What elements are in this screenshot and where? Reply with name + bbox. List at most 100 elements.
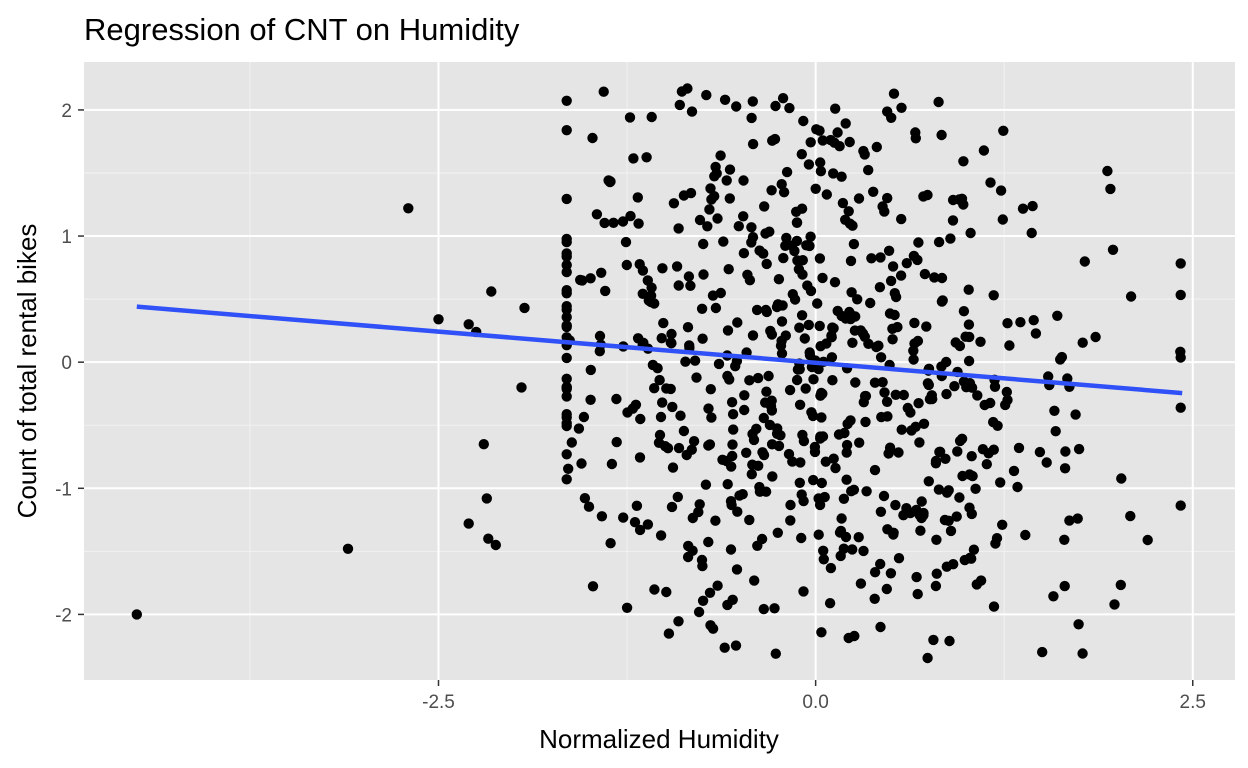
data-point: [796, 532, 807, 544]
data-point: [478, 439, 489, 450]
data-point: [704, 587, 716, 598]
data-point: [635, 413, 646, 425]
data-point: [794, 399, 806, 410]
data-point: [817, 272, 828, 284]
data-point: [769, 133, 781, 145]
data-point: [985, 177, 996, 188]
data-point: [1115, 579, 1127, 591]
data-point: [575, 274, 586, 286]
data-point: [561, 251, 572, 262]
data-point: [827, 375, 838, 386]
data-point: [943, 485, 954, 496]
data-point: [909, 317, 920, 329]
data-point: [744, 275, 756, 286]
data-point: [933, 96, 944, 108]
data-point: [691, 372, 702, 383]
data-point: [1037, 646, 1048, 658]
x-axis-title: Normalized Humidity: [539, 724, 779, 754]
data-point: [744, 514, 755, 526]
data-point: [655, 411, 667, 423]
data-point: [939, 514, 951, 526]
data-point: [767, 471, 778, 482]
data-point: [1105, 183, 1116, 195]
data-point: [875, 621, 886, 633]
data-point: [727, 409, 739, 420]
data-point: [596, 267, 607, 278]
data-point: [630, 399, 642, 410]
data-point: [727, 450, 738, 462]
data-point: [871, 141, 882, 153]
data-point: [1041, 457, 1052, 468]
data-point: [741, 447, 752, 458]
data-point: [949, 381, 960, 392]
y-tick-label: 1: [61, 227, 72, 248]
data-point: [608, 217, 619, 228]
data-point: [818, 545, 829, 556]
data-point: [879, 387, 890, 398]
data-point: [910, 133, 921, 144]
data-point: [921, 321, 932, 332]
data-point: [784, 384, 796, 396]
data-point: [618, 512, 629, 523]
data-point: [707, 623, 719, 634]
data-point: [1125, 510, 1136, 522]
data-point: [585, 364, 596, 376]
data-point: [658, 317, 669, 329]
data-point: [825, 134, 836, 146]
data-point: [966, 451, 977, 462]
data-point: [697, 333, 708, 344]
data-point: [874, 282, 886, 293]
data-point: [1109, 599, 1120, 610]
data-point: [561, 311, 572, 323]
data-point: [726, 461, 737, 472]
data-point: [808, 374, 819, 385]
data-point: [778, 252, 789, 264]
major-gridlines: [84, 62, 1235, 680]
data-point: [1028, 315, 1039, 326]
data-point: [954, 194, 965, 205]
data-point: [796, 310, 808, 321]
data-point: [967, 470, 978, 482]
data-point: [654, 374, 665, 386]
data-point: [947, 215, 959, 226]
data-point: [764, 226, 775, 237]
data-point: [683, 540, 694, 552]
data-point: [981, 459, 992, 470]
data-point: [746, 112, 757, 124]
data-point: [747, 96, 758, 107]
data-point: [694, 499, 705, 510]
data-point: [675, 410, 686, 421]
data-point: [654, 429, 666, 441]
data-point: [866, 253, 877, 264]
data-point: [663, 628, 675, 639]
data-point: [561, 320, 572, 331]
data-point: [698, 269, 709, 280]
data-point: [1175, 289, 1186, 301]
data-point: [913, 398, 924, 409]
data-point: [693, 606, 705, 618]
data-point: [673, 223, 684, 234]
data-point: [791, 374, 803, 386]
data-point: [954, 340, 966, 352]
data-point: [815, 157, 826, 168]
chart-title: Regression of CNT on Humidity: [84, 12, 520, 47]
data-point: [753, 460, 764, 471]
x-axis-ticks: -2.5 0.0 2.5: [422, 680, 1206, 713]
data-point: [685, 280, 696, 291]
minor-gridlines: [84, 62, 1235, 680]
data-point: [850, 377, 861, 388]
data-point: [718, 236, 729, 247]
data-point: [561, 285, 572, 296]
data-point: [726, 397, 738, 408]
data-point: [705, 183, 716, 194]
data-point: [673, 616, 684, 627]
data-point: [805, 231, 816, 242]
data-point: [604, 176, 616, 188]
data-point: [951, 511, 962, 522]
data-point: [931, 568, 942, 579]
data-point: [1073, 443, 1085, 455]
data-point: [486, 286, 497, 297]
data-point: [652, 363, 663, 374]
data-point: [800, 383, 811, 394]
data-point: [634, 452, 646, 463]
